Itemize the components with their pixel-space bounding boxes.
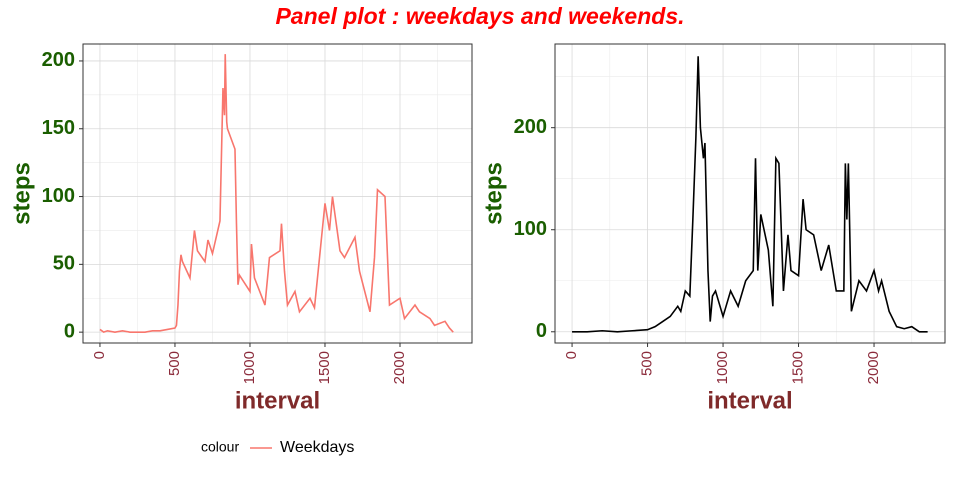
x-axis-label: interval: [707, 387, 792, 414]
x-tick-label: 0: [91, 351, 108, 359]
y-tick-label: 50: [53, 253, 75, 275]
y-axis-label: steps: [8, 162, 35, 225]
x-tick-label: 0: [563, 351, 580, 359]
y-tick-label: 200: [42, 49, 75, 71]
x-tick-label: 500: [166, 351, 183, 376]
x-tick-label: 2000: [391, 351, 408, 384]
y-tick-label: 100: [42, 185, 75, 207]
x-tick-label: 1000: [714, 351, 731, 384]
data-line: [99, 54, 454, 334]
panel-border: [554, 43, 946, 344]
x-tick-label: 1000: [241, 351, 258, 384]
x-axis-label: interval: [235, 387, 320, 414]
x-tick-label: 1500: [316, 351, 333, 384]
legend-title: colour: [201, 439, 239, 455]
panel-border: [82, 43, 473, 344]
data-line: [572, 56, 928, 333]
y-tick-label: 100: [514, 218, 547, 240]
y-tick-label: 0: [536, 320, 547, 342]
y-tick-label: 150: [42, 117, 75, 139]
y-tick-label: 200: [514, 116, 547, 138]
y-axis-label: steps: [480, 162, 507, 225]
x-tick-label: 1500: [790, 351, 807, 384]
legend-label: Weekdays: [280, 439, 354, 456]
y-tick-label: 0: [64, 320, 75, 342]
x-tick-label: 2000: [865, 351, 882, 384]
x-tick-label: 500: [639, 351, 656, 376]
chart-title: Panel plot : weekdays and weekends.: [275, 3, 684, 29]
